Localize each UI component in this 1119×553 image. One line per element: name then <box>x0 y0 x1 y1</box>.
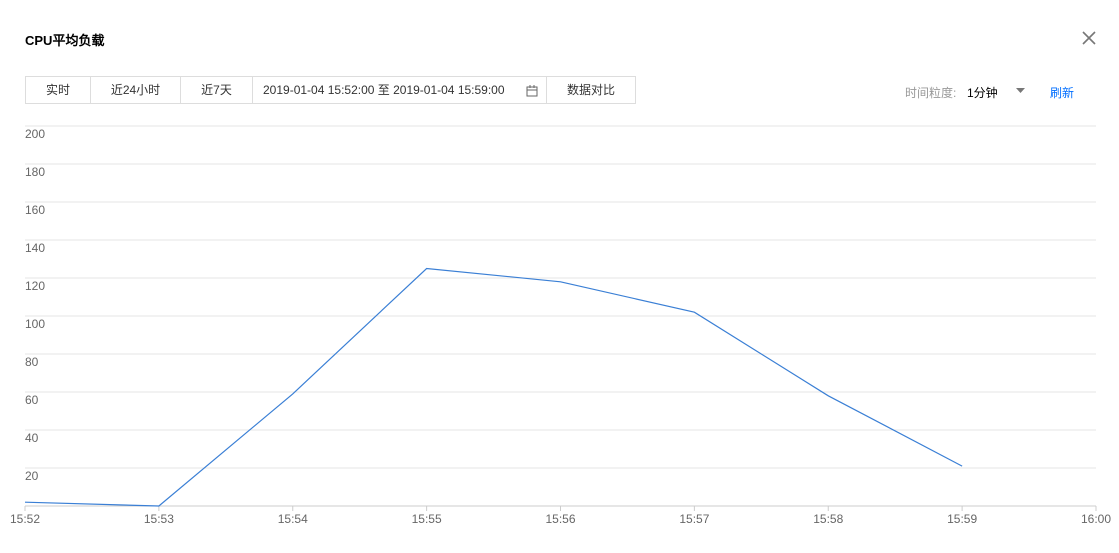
calendar-icon <box>526 85 538 97</box>
date-range-picker[interactable]: 2019-01-04 15:52:00 至 2019-01-04 15:59:0… <box>252 76 547 104</box>
x-tick-label: 15:58 <box>813 512 843 526</box>
data-line <box>24 267 963 507</box>
y-tick-label: 140 <box>25 241 45 255</box>
y-tick-label: 180 <box>25 165 45 179</box>
y-tick-label: 200 <box>25 127 45 141</box>
y-tick-label: 100 <box>25 317 45 331</box>
date-range: 2019-01-04 15:52:00 至 2019-01-04 15:59:0… <box>263 83 505 97</box>
refresh-link[interactable]: 刷新 <box>1050 86 1075 100</box>
x-tick-label: 15:56 <box>545 512 575 526</box>
y-tick-label: 20 <box>25 469 39 483</box>
last-24h-button[interactable]: 近24小时 <box>90 76 181 104</box>
dialog-title: CPU平均负载 <box>25 33 105 48</box>
x-tick-label: 16:00 <box>1081 512 1111 526</box>
y-tick-label: 40 <box>25 431 39 445</box>
realtime-button[interactable]: 实时 <box>25 76 91 104</box>
x-tick-label: 15:54 <box>278 512 308 526</box>
y-tick-label: 160 <box>25 203 45 217</box>
x-tick-label: 15:55 <box>412 512 442 526</box>
x-tick-label: 15:52 <box>10 512 40 526</box>
compare-button[interactable]: 数据对比 <box>546 76 636 104</box>
x-tick-label: 15:59 <box>947 512 977 526</box>
last-7d-button[interactable]: 近7天 <box>180 76 253 104</box>
x-tick-label: 15:53 <box>144 512 174 526</box>
y-tick-label: 60 <box>25 393 39 407</box>
x-tick-label: 15:57 <box>679 512 709 526</box>
close-button[interactable] <box>1080 29 1098 47</box>
granularity-label: 时间粒度: <box>905 86 957 100</box>
y-tick-label: 120 <box>25 279 45 293</box>
y-tick-label: 80 <box>25 355 39 369</box>
granularity-select[interactable]: 1分钟 <box>967 86 998 100</box>
dropdown-arrow[interactable] <box>1016 88 1025 94</box>
